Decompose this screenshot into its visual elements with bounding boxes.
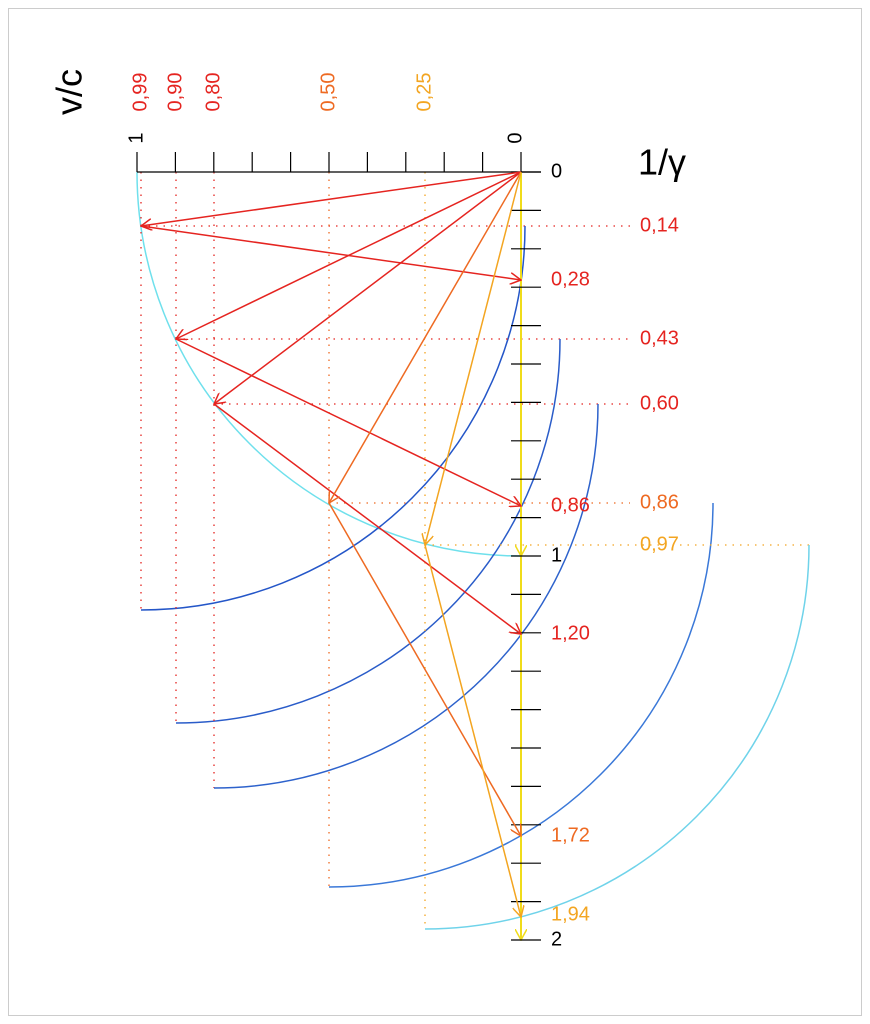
velocity-label: 0,90 [164,73,186,112]
velocity-end-label: 1 [125,132,147,143]
time-label: 0 [551,160,562,182]
velocity-label: 0,50 [317,73,339,112]
outbound-arrow [329,171,522,503]
time-arc [328,502,714,888]
return-arrow [328,502,521,836]
return-label: 1,20 [551,622,590,644]
outbound-arrow [425,171,522,545]
drawing [136,152,810,940]
gamma-label: 0,60 [640,392,679,414]
time-label: 2 [551,928,562,950]
return-arrow [140,225,521,280]
return-label: 1,94 [551,903,590,925]
outbound-arrow [141,171,522,226]
time-label: 1 [551,544,562,566]
outbound-arrow [214,171,522,404]
inverse-gamma-label: 1/γ [638,142,686,183]
return-label: 1,72 [551,824,590,846]
velocity-label: 0,25 [413,73,435,112]
return-arrow [424,544,521,917]
time-arc [175,338,561,724]
return-label: 0,86 [551,494,590,516]
gamma-label: 0,97 [640,533,679,555]
velocity-end-label: 0 [504,132,526,143]
outbound-arrow [176,171,522,339]
velocity-axis-label: v/c [49,69,90,115]
gamma-label: 0,86 [640,491,679,513]
time-arc [213,403,599,789]
velocity-label: 0,80 [202,73,224,112]
return-label: 0,28 [551,268,590,290]
frame [8,8,862,1016]
velocity-label: 0,99 [129,73,151,112]
return-arrow [213,403,521,634]
time-arc [140,225,526,611]
return-arrow [175,338,521,506]
gamma-label: 0,14 [640,214,679,236]
gamma-label: 0,43 [640,327,679,349]
